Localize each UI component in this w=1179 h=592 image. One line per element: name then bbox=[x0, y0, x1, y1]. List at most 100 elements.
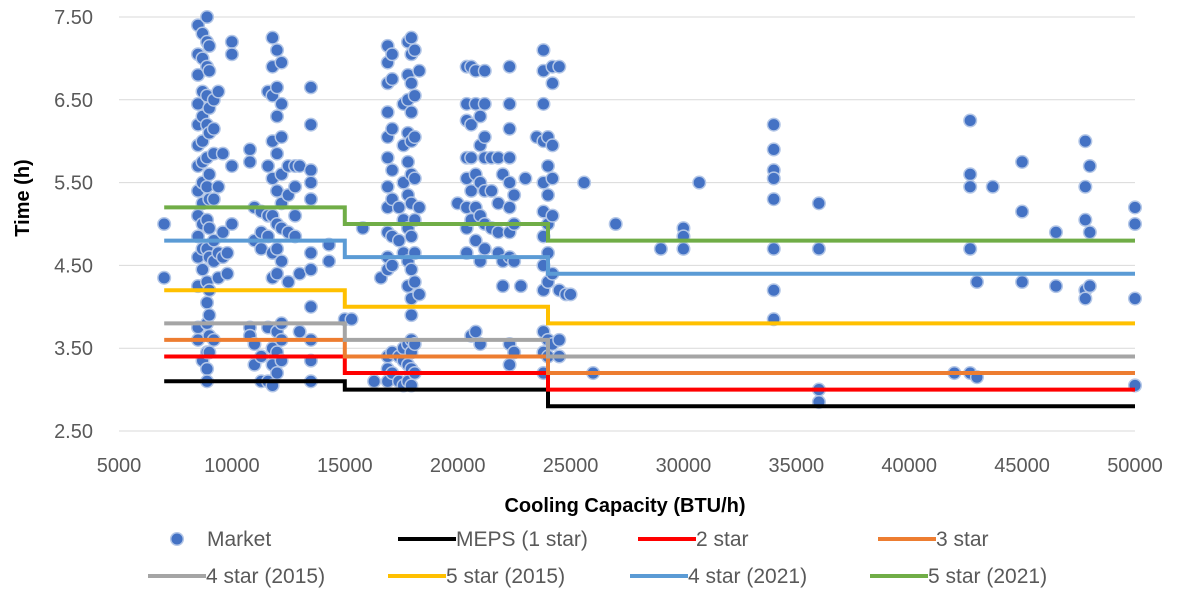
market-point bbox=[202, 167, 217, 182]
market-point bbox=[1048, 279, 1064, 294]
market-point bbox=[404, 262, 419, 277]
x-tick-labels: 5000 10000 15000 20000 25000 30000 35000 40000 4… bbox=[97, 455, 1163, 477]
legend-label: 4 star (2015) bbox=[206, 565, 325, 588]
market-point bbox=[303, 262, 318, 277]
market-point bbox=[766, 142, 781, 157]
market-point bbox=[766, 171, 781, 186]
legend-label: 2 star bbox=[696, 528, 749, 551]
market-point bbox=[224, 47, 239, 62]
y-tick-label: 4.50 bbox=[54, 255, 93, 277]
market-point bbox=[288, 208, 303, 223]
market-point bbox=[391, 233, 407, 248]
market-point bbox=[969, 274, 985, 290]
market-point bbox=[274, 254, 289, 269]
market-point bbox=[484, 183, 499, 198]
market-point bbox=[464, 150, 479, 165]
market-point bbox=[303, 117, 318, 132]
market-point bbox=[1082, 279, 1097, 294]
market-point bbox=[473, 109, 488, 124]
market-point bbox=[344, 312, 359, 327]
market-point bbox=[303, 163, 318, 178]
market-point bbox=[202, 221, 217, 236]
market-point bbox=[202, 63, 217, 78]
market-point bbox=[269, 365, 285, 381]
market-point bbox=[407, 43, 422, 58]
market-point bbox=[811, 241, 826, 256]
market-point bbox=[766, 117, 781, 132]
legend-label: 4 star (2021) bbox=[688, 565, 807, 588]
legend-marker bbox=[169, 531, 185, 547]
series-line-5-star-2021 bbox=[164, 205, 1135, 243]
market-point bbox=[536, 96, 551, 111]
market-point bbox=[545, 171, 560, 186]
market-point bbox=[269, 80, 285, 95]
market-point bbox=[407, 88, 422, 103]
x-tick-label: 35000 bbox=[769, 455, 825, 477]
market-point bbox=[321, 254, 337, 269]
market-point bbox=[407, 130, 422, 145]
x-tick-label: 25000 bbox=[543, 455, 599, 477]
market-point bbox=[653, 241, 668, 256]
legend: Market MEPS (1 star) 2 star 3 star 4 star (2… bbox=[148, 528, 1047, 588]
y-tick-label: 6.50 bbox=[54, 90, 93, 112]
market-point bbox=[464, 117, 479, 132]
market-point bbox=[385, 258, 400, 273]
market-point bbox=[502, 200, 517, 215]
market-point bbox=[202, 38, 217, 54]
market-point bbox=[811, 196, 826, 211]
market-point bbox=[303, 175, 318, 190]
y-tick-label: 7.50 bbox=[54, 7, 93, 29]
market-point bbox=[404, 105, 419, 120]
market-point bbox=[303, 80, 318, 95]
market-point bbox=[206, 192, 221, 207]
series-line-4-star-2021 bbox=[164, 238, 1135, 276]
y-tick-label: 5.50 bbox=[54, 173, 93, 195]
series-line-meps-1-star bbox=[164, 379, 1135, 409]
market-point bbox=[963, 167, 978, 182]
market-point bbox=[502, 121, 517, 136]
market-point bbox=[215, 225, 230, 240]
market-point bbox=[404, 76, 419, 91]
market-point bbox=[224, 34, 239, 49]
market-point bbox=[676, 241, 691, 256]
market-point bbox=[224, 158, 239, 174]
market-point bbox=[1078, 291, 1093, 306]
market-point bbox=[206, 121, 221, 136]
market-point bbox=[400, 154, 416, 169]
market-point bbox=[202, 308, 217, 323]
market-point bbox=[404, 229, 419, 244]
market-point bbox=[274, 96, 289, 111]
market-point bbox=[281, 274, 296, 290]
market-point bbox=[477, 130, 492, 145]
market-point bbox=[1127, 291, 1143, 306]
market-point bbox=[288, 179, 303, 194]
market-point bbox=[260, 158, 276, 174]
gridlines bbox=[119, 16, 1135, 432]
market-point bbox=[502, 357, 517, 372]
x-tick-label: 50000 bbox=[1107, 455, 1163, 477]
market-point bbox=[412, 200, 427, 215]
market-point bbox=[1048, 225, 1064, 240]
market-point bbox=[200, 361, 215, 376]
market-point bbox=[1015, 204, 1030, 219]
market-point bbox=[495, 279, 510, 294]
market-point bbox=[269, 266, 285, 281]
market-point bbox=[766, 241, 781, 256]
market-point bbox=[220, 266, 235, 281]
market-point bbox=[157, 216, 172, 232]
x-tick-label: 5000 bbox=[97, 455, 142, 477]
market-point bbox=[220, 245, 235, 261]
series-line-2-star bbox=[164, 354, 1135, 392]
rating-lines bbox=[164, 205, 1135, 409]
market-point bbox=[577, 175, 592, 190]
market-point bbox=[211, 84, 226, 99]
market-point bbox=[380, 179, 395, 194]
legend-label: Market bbox=[207, 528, 271, 551]
market-point bbox=[224, 216, 239, 232]
y-tick-label: 2.50 bbox=[54, 421, 93, 443]
market-point bbox=[502, 96, 517, 111]
market-point bbox=[766, 192, 781, 207]
series-line-4-star-2015 bbox=[164, 321, 1135, 359]
market-point bbox=[545, 76, 560, 91]
